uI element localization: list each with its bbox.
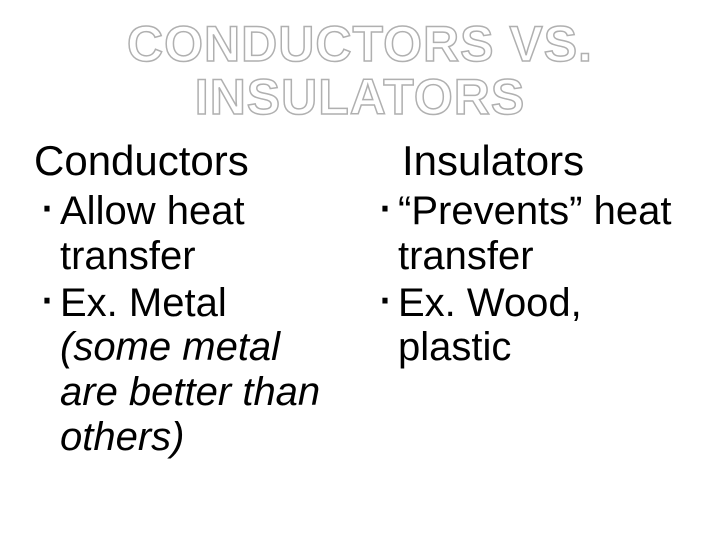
list-item: Allow heat transfer bbox=[52, 189, 348, 279]
bullet-text: Allow heat transfer bbox=[60, 189, 245, 278]
column-conductors: Conductors Allow heat transfer Ex. Metal… bbox=[34, 131, 348, 462]
bullet-text: Ex. Metal bbox=[60, 281, 227, 325]
list-item: “Prevents” heat transfer bbox=[390, 189, 686, 279]
column-insulators: Insulators “Prevents” heat transfer Ex. … bbox=[372, 131, 686, 462]
list-item: Ex. Wood, plastic bbox=[390, 281, 686, 371]
bullet-text: “Prevents” heat transfer bbox=[398, 189, 671, 278]
title-line-1: CONDUCTORS VS. bbox=[0, 18, 720, 71]
insulators-heading: Insulators bbox=[372, 137, 686, 185]
slide: CONDUCTORS VS. INSULATORS Conductors All… bbox=[0, 0, 720, 540]
conductors-list: Allow heat transfer Ex. Metal (some meta… bbox=[34, 189, 348, 460]
title-line-2: INSULATORS bbox=[0, 71, 720, 124]
insulators-list: “Prevents” heat transfer Ex. Wood, plast… bbox=[372, 189, 686, 370]
bullet-italic-tail: (some metal are better than others) bbox=[60, 325, 320, 459]
conductors-heading: Conductors bbox=[34, 137, 348, 185]
bullet-text: Ex. Wood, plastic bbox=[398, 281, 582, 370]
list-item: Ex. Metal (some metal are better than ot… bbox=[52, 281, 348, 460]
content-columns: Conductors Allow heat transfer Ex. Metal… bbox=[0, 123, 720, 462]
slide-title: CONDUCTORS VS. INSULATORS bbox=[0, 0, 720, 123]
